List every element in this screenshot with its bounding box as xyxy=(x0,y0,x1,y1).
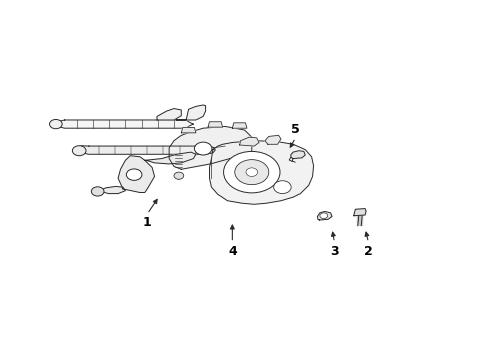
Polygon shape xyxy=(99,186,125,194)
Polygon shape xyxy=(232,123,246,128)
Circle shape xyxy=(91,187,104,196)
Polygon shape xyxy=(144,152,196,164)
Polygon shape xyxy=(239,137,259,146)
Polygon shape xyxy=(207,122,222,127)
Circle shape xyxy=(72,146,86,156)
Text: 5: 5 xyxy=(290,123,299,136)
Circle shape xyxy=(234,159,268,185)
Polygon shape xyxy=(176,105,205,120)
Polygon shape xyxy=(181,127,196,133)
Circle shape xyxy=(223,152,280,193)
Polygon shape xyxy=(353,208,366,216)
Polygon shape xyxy=(77,146,215,154)
Circle shape xyxy=(319,213,327,219)
Circle shape xyxy=(273,181,290,194)
Circle shape xyxy=(49,120,62,129)
Circle shape xyxy=(245,168,257,176)
Polygon shape xyxy=(169,126,251,169)
Text: 2: 2 xyxy=(364,245,372,258)
Text: 1: 1 xyxy=(142,216,151,229)
Polygon shape xyxy=(118,156,154,193)
Circle shape xyxy=(174,172,183,179)
Text: 4: 4 xyxy=(227,245,236,258)
Polygon shape xyxy=(52,120,193,128)
Circle shape xyxy=(194,142,211,155)
Polygon shape xyxy=(157,109,181,120)
Polygon shape xyxy=(209,141,313,204)
Polygon shape xyxy=(290,151,305,158)
Text: 3: 3 xyxy=(329,245,338,258)
Polygon shape xyxy=(317,211,331,220)
Circle shape xyxy=(126,169,142,180)
Polygon shape xyxy=(264,135,281,144)
